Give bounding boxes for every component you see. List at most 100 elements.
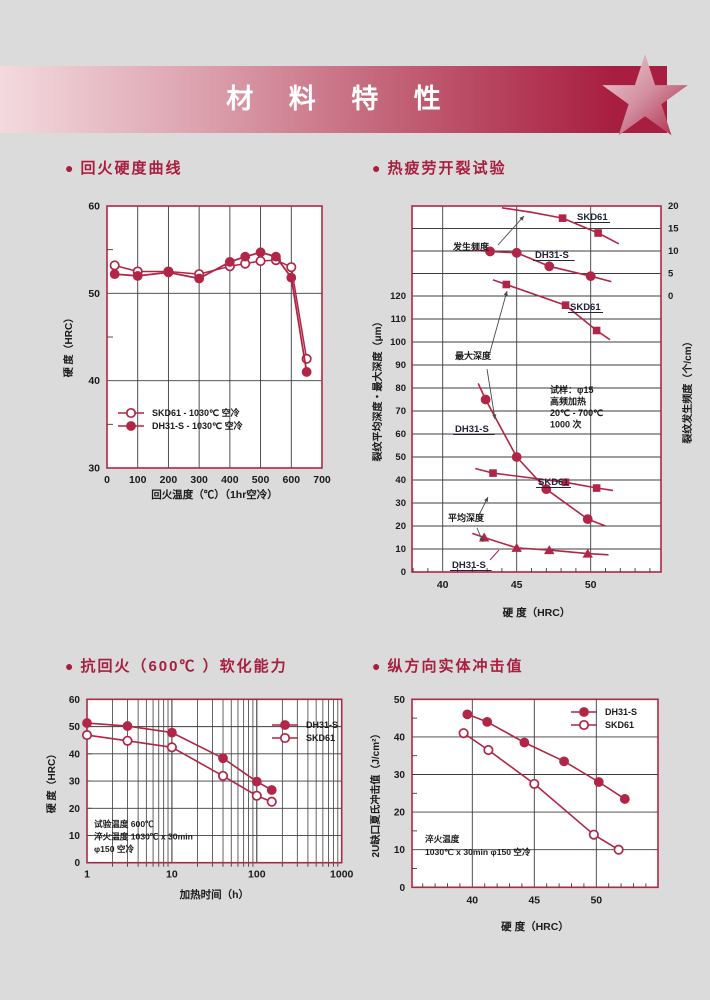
legend-label-DH31-S: DH31-S - 1030℃ 空冷 (152, 420, 243, 431)
ytick: 50 (69, 722, 81, 733)
legend-marker-DH31-S (280, 720, 290, 730)
fatigue-ylabel-right: 裂纹发生频度（个/cm） (683, 336, 694, 444)
legend: DH31-S SKD61 (272, 720, 338, 743)
ytick: 60 (88, 201, 100, 213)
point-SKD61 (458, 728, 469, 739)
point-DH31-S (255, 247, 266, 258)
point-SKD61 (502, 280, 511, 289)
legend-marker-DH31-S (579, 707, 589, 717)
series-label-DH31-S: DH31-S (535, 250, 569, 261)
xlabel: 回火温度（℃）（1hr空冷） (151, 488, 278, 501)
note-line: 1000 次 (550, 419, 582, 430)
axis-ticks: 50 40 30 20 10 0 40 45 50 (394, 695, 647, 906)
series-label-SKD61: SKD61 (570, 302, 601, 313)
point-DH31-S (224, 256, 235, 267)
ytick-left: 80 (395, 383, 406, 394)
xtick: 40 (437, 579, 449, 591)
ytick: 40 (394, 732, 406, 743)
point-DH31-S (485, 246, 495, 257)
point-DH31-S (286, 272, 297, 283)
point-SKD61 (561, 301, 570, 309)
section-title-tempering: ● 回火硬度曲线 (65, 157, 182, 178)
ytick-left: 70 (395, 406, 406, 417)
softening-chart: 60 50 40 30 20 10 0 1 10 100 1000 DH31-S SKD61 试验温度 6… (40, 690, 370, 957)
softening-ylabel: 硬 度（HRC） (47, 748, 58, 814)
ytick: 30 (69, 777, 81, 788)
ytick: 0 (74, 858, 80, 869)
point-DH31-S (511, 542, 522, 552)
legend-label-SKD61: SKD61 (605, 720, 634, 730)
xtick: 700 (313, 474, 331, 486)
section-title-softening: ● 抗回火（600℃ ）软化能力 (65, 655, 288, 676)
xtick: 1 (84, 869, 90, 881)
page-title: 材 料 特 性 (226, 84, 455, 114)
ytick-right: 20 (668, 201, 679, 212)
xtick: 40 (466, 894, 478, 906)
series-发生频度-SKD61: SKD61 (501, 207, 620, 245)
series-label-SKD61: SKD61 (538, 477, 569, 488)
point-DH31-S (166, 727, 177, 738)
point-DH31-S (511, 247, 522, 258)
point-SKD61 (81, 730, 93, 741)
point-SKD61 (489, 469, 497, 477)
ytick: 20 (394, 808, 406, 819)
note-line: 试验温度 600℃ (94, 818, 154, 829)
xtick: 100 (248, 869, 266, 881)
header-banner: 材 料 特 性 (0, 66, 667, 133)
point-DH31-S (585, 271, 596, 282)
point-DH31-S (194, 273, 205, 284)
point-DH31-S (266, 785, 277, 795)
xtick: 500 (252, 474, 270, 486)
point-SKD61 (255, 255, 266, 267)
section-title-text: 回火硬度曲线 (80, 160, 183, 177)
section-bullet-icon: ● (65, 658, 74, 674)
point-SKD61 (588, 829, 599, 840)
point-DH31-S (480, 394, 491, 405)
legend-marker-SKD61 (125, 407, 137, 419)
point-SKD61 (594, 229, 602, 237)
point-DH31-S (519, 737, 530, 748)
section-title-fatigue: ● 热疲劳开裂试验 (372, 157, 506, 178)
ytick-left: 60 (395, 429, 406, 440)
point-DH31-S (619, 794, 630, 804)
ytick-left: 30 (395, 498, 406, 509)
point-DH31-S (109, 269, 120, 280)
xtick: 1000 (330, 869, 354, 881)
series-label-DH31-S: DH31-S (455, 424, 489, 435)
series-DH31-S (109, 247, 312, 377)
point-DH31-S (122, 721, 133, 731)
ytick: 40 (88, 375, 100, 387)
series-label-DH31-S: DH31-S (452, 560, 486, 571)
point-DH31-S (482, 716, 493, 727)
ytick: 20 (69, 804, 81, 815)
point-SKD61 (266, 796, 277, 807)
series-label-SKD61: SKD61 (577, 212, 608, 223)
point-DH31-S (132, 270, 143, 281)
xlabel: 硬 度（HRC） (503, 606, 571, 619)
star-icon (588, 54, 702, 146)
point-DH31-S (462, 709, 473, 720)
point-SKD61 (592, 484, 601, 492)
point-SKD61 (558, 214, 567, 222)
xtick: 200 (160, 474, 178, 486)
point-SKD61 (561, 478, 570, 487)
ytick: 10 (394, 845, 406, 856)
note-line: 高频加热 (550, 396, 586, 407)
series-DH31-S (462, 709, 630, 804)
ytick: 30 (88, 463, 100, 475)
note-text: 淬火温度 1030℃ x 30min φ150 空冷 (425, 833, 531, 857)
ytick-right: 5 (668, 269, 674, 280)
ytick-right: 15 (668, 224, 679, 235)
gridlines (412, 699, 658, 888)
series-平均深度-DH31-S: DH31-S (450, 532, 609, 571)
point-DH31-S (163, 267, 174, 278)
ytick: 50 (88, 288, 100, 300)
fatigue-ylabel-left: 裂纹平均深度・最大深度（μm） (373, 316, 384, 462)
xlabel: 硬 度（HRC） (501, 920, 569, 933)
impact-ylabel: 2U缺口夏氏冲击值（J/cm²） (371, 728, 382, 858)
gridlines (87, 699, 342, 863)
